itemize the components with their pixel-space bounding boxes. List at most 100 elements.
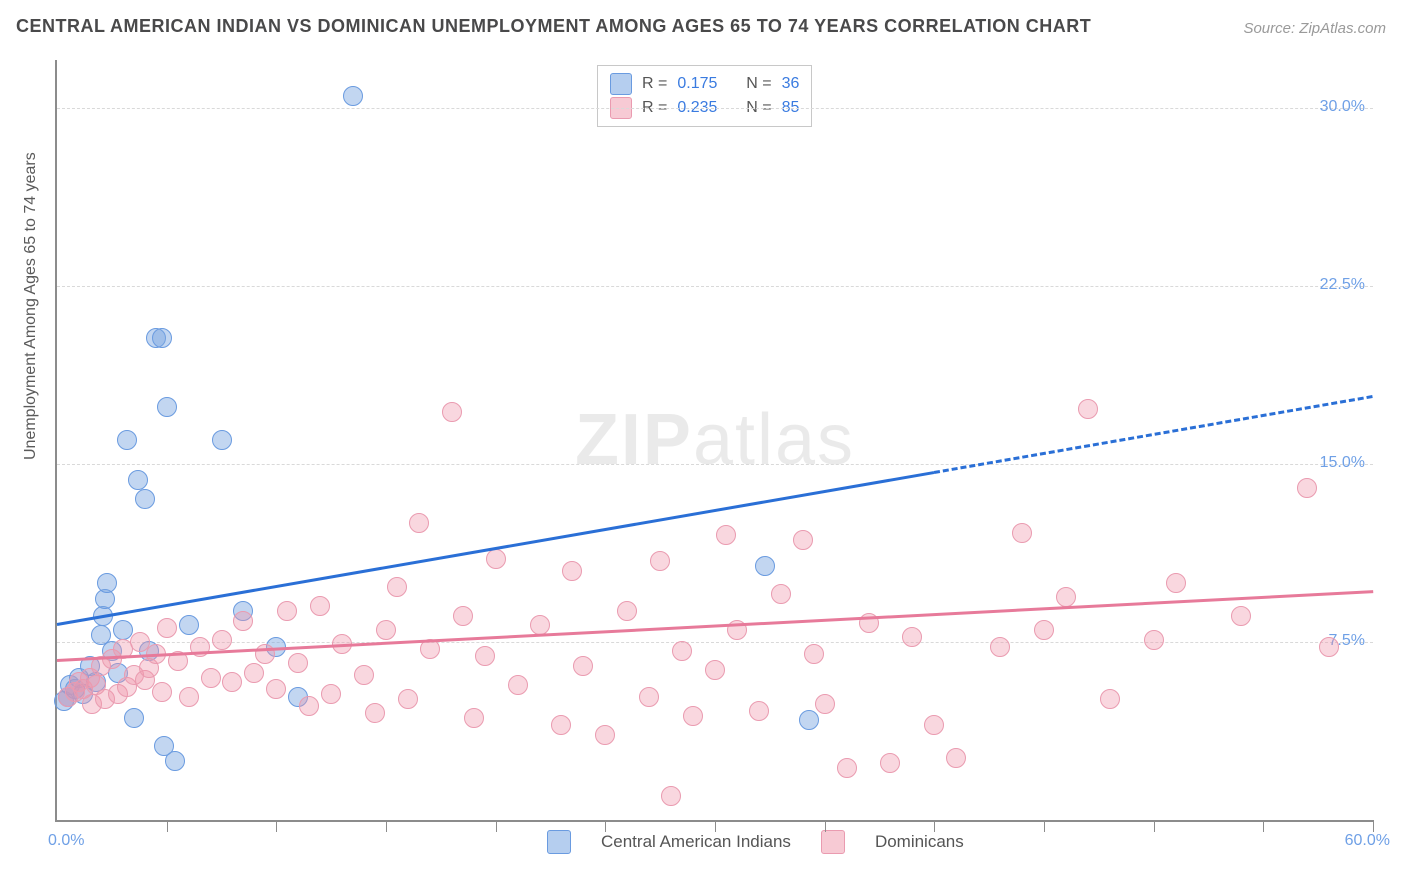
scatter-point (705, 660, 725, 680)
scatter-point (683, 706, 703, 726)
scatter-point (508, 675, 528, 695)
scatter-point (1078, 399, 1098, 419)
scatter-point (97, 573, 117, 593)
scatter-point (486, 549, 506, 569)
scatter-point (672, 641, 692, 661)
scatter-point (453, 606, 473, 626)
legend-row-blue: R = 0.175 N = 36 (610, 72, 799, 96)
scatter-point (639, 687, 659, 707)
scatter-point (157, 397, 177, 417)
plot-area: ZIPatlas R = 0.175 N = 36 R = 0.235 N = … (55, 60, 1373, 822)
scatter-point (179, 615, 199, 635)
scatter-point (475, 646, 495, 666)
scatter-point (799, 710, 819, 730)
chart-title: CENTRAL AMERICAN INDIAN VS DOMINICAN UNE… (16, 16, 1091, 37)
scatter-point (343, 86, 363, 106)
scatter-point (1012, 523, 1032, 543)
trend-line (57, 590, 1373, 662)
scatter-point (1231, 606, 1251, 626)
series-legend: Central American Indians Dominicans (547, 830, 964, 854)
x-min-label: 0.0% (48, 832, 84, 850)
watermark-bold: ZIP (575, 400, 693, 480)
scatter-point (924, 715, 944, 735)
scatter-point (530, 615, 550, 635)
x-tick (715, 820, 716, 832)
y-tick-label: 22.5% (1320, 276, 1365, 294)
scatter-point (1166, 573, 1186, 593)
scatter-point (128, 470, 148, 490)
x-max-label: 60.0% (1345, 832, 1390, 850)
r-value: 0.175 (677, 72, 717, 96)
scatter-point (990, 637, 1010, 657)
scatter-point (551, 715, 571, 735)
scatter-point (1319, 637, 1339, 657)
scatter-point (1144, 630, 1164, 650)
scatter-point (771, 584, 791, 604)
n-value: 36 (782, 72, 800, 96)
x-tick (386, 820, 387, 832)
scatter-point (152, 328, 172, 348)
scatter-point (266, 679, 286, 699)
n-eq: N = (746, 72, 771, 96)
trend-line (934, 395, 1373, 474)
y-tick-label: 30.0% (1320, 98, 1365, 116)
scatter-point (113, 620, 133, 640)
x-tick (276, 820, 277, 832)
scatter-point (1297, 478, 1317, 498)
scatter-point (1056, 587, 1076, 607)
scatter-point (321, 684, 341, 704)
legend-label: Central American Indians (601, 832, 791, 852)
watermark: ZIPatlas (575, 399, 855, 481)
scatter-point (464, 708, 484, 728)
scatter-point (179, 687, 199, 707)
gridline (57, 286, 1373, 287)
x-tick (1044, 820, 1045, 832)
scatter-point (793, 530, 813, 550)
scatter-point (562, 561, 582, 581)
scatter-point (354, 665, 374, 685)
scatter-point (299, 696, 319, 716)
scatter-point (376, 620, 396, 640)
x-tick (167, 820, 168, 832)
x-tick (605, 820, 606, 832)
scatter-point (165, 751, 185, 771)
scatter-point (212, 430, 232, 450)
scatter-point (135, 489, 155, 509)
scatter-point (277, 601, 297, 621)
scatter-point (815, 694, 835, 714)
swatch-icon (821, 830, 845, 854)
scatter-point (201, 668, 221, 688)
y-axis-label: Unemployment Among Ages 65 to 74 years (22, 152, 40, 460)
scatter-point (387, 577, 407, 597)
legend-label: Dominicans (875, 832, 964, 852)
gridline (57, 464, 1373, 465)
scatter-point (212, 630, 232, 650)
scatter-point (1034, 620, 1054, 640)
x-tick (934, 820, 935, 832)
scatter-point (617, 601, 637, 621)
scatter-point (902, 627, 922, 647)
watermark-thin: atlas (693, 400, 855, 480)
scatter-point (288, 653, 308, 673)
scatter-point (152, 682, 172, 702)
scatter-point (244, 663, 264, 683)
scatter-point (442, 402, 462, 422)
scatter-point (409, 513, 429, 533)
x-tick (1154, 820, 1155, 832)
swatch-icon (547, 830, 571, 854)
scatter-point (837, 758, 857, 778)
scatter-point (946, 748, 966, 768)
x-tick (1263, 820, 1264, 832)
scatter-point (157, 618, 177, 638)
scatter-point (749, 701, 769, 721)
scatter-point (233, 611, 253, 631)
scatter-point (365, 703, 385, 723)
scatter-point (755, 556, 775, 576)
scatter-point (117, 430, 137, 450)
gridline (57, 108, 1373, 109)
x-tick (825, 820, 826, 832)
correlation-legend: R = 0.175 N = 36 R = 0.235 N = 85 (597, 65, 812, 127)
scatter-point (222, 672, 242, 692)
y-tick-label: 15.0% (1320, 454, 1365, 472)
x-tick (496, 820, 497, 832)
